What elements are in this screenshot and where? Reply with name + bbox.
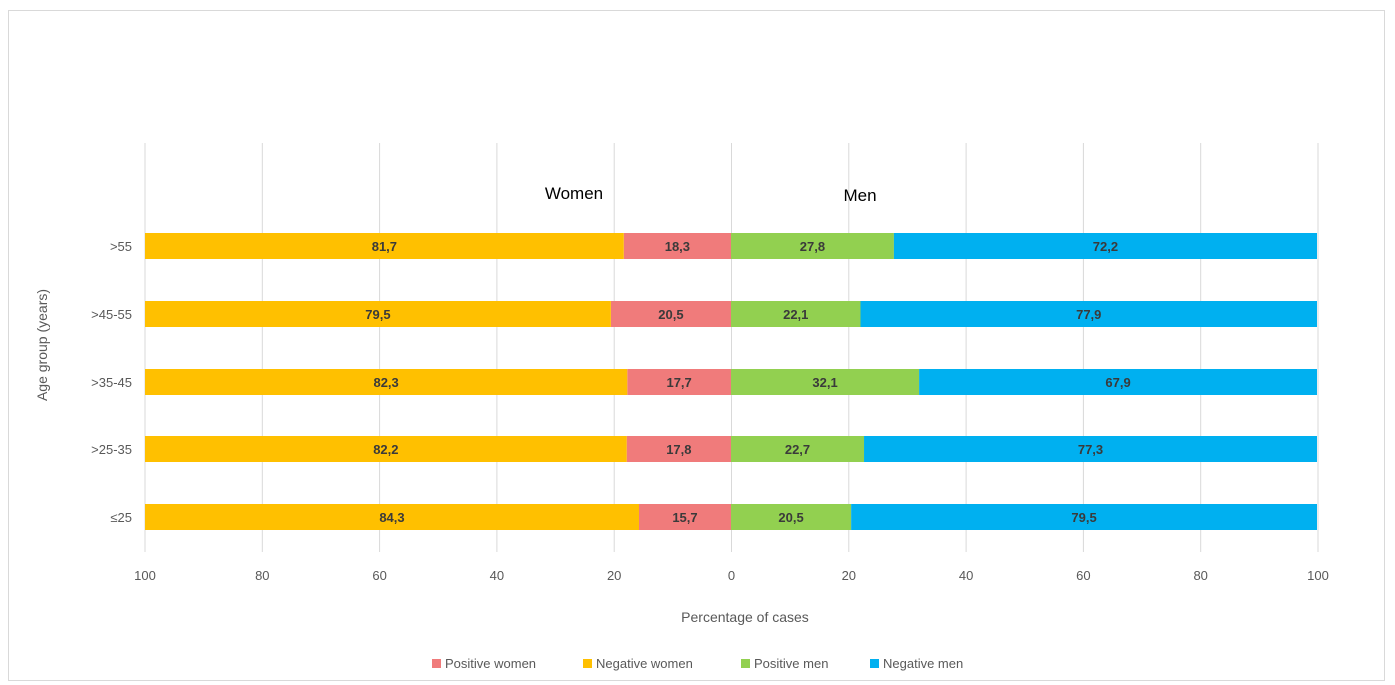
- bar-negative-women: [145, 301, 611, 327]
- bar-negative-men: [864, 436, 1317, 462]
- legend-label: Positive men: [754, 656, 828, 671]
- legend-item: Positive men: [741, 656, 828, 671]
- legend-item: Positive women: [432, 656, 536, 671]
- bar-negative-women: [145, 436, 627, 462]
- gridlines: [144, 143, 1319, 552]
- data-label: 22,7: [785, 442, 810, 457]
- x-tick-labels: 100 80 60 40 20 0 20 40 60 80 100: [134, 568, 1329, 583]
- x-tick-label: 80: [255, 568, 269, 583]
- legend-swatch: [583, 659, 592, 668]
- x-tick-label: 40: [490, 568, 504, 583]
- y-axis-title: Age group (years): [34, 289, 50, 401]
- bar-positive-women: [638, 504, 731, 530]
- bar-positive-men: [731, 436, 865, 462]
- legend-item: Negative women: [583, 656, 693, 671]
- data-label: 67,9: [1105, 375, 1130, 390]
- bar-positive-men: [731, 301, 861, 327]
- bar-positive-men: [731, 504, 852, 530]
- bar-positive-men: [731, 369, 920, 395]
- data-label: 15,7: [672, 510, 697, 525]
- legend: Positive women Negative women Positive men…: [432, 656, 963, 671]
- bar-negative-men: [919, 369, 1317, 395]
- x-tick-label: 80: [1193, 568, 1207, 583]
- category-label: >55: [110, 239, 132, 254]
- panel-label-men: Men: [843, 186, 876, 205]
- data-label: 82,3: [373, 375, 398, 390]
- legend-label: Negative women: [596, 656, 693, 671]
- bar-negative-women: [145, 233, 624, 259]
- chart-frame: [8, 10, 1385, 681]
- x-tick-label: 100: [1307, 568, 1329, 583]
- bar-negative-men: [893, 233, 1317, 259]
- x-tick-label: 60: [1076, 568, 1090, 583]
- category-label: ≤25: [110, 510, 132, 525]
- bars: 18,3 81,7 27,8 72,2 20,5 79,5 22,1 77,9 17,7 82,3…: [145, 233, 1317, 530]
- data-label: 17,7: [666, 375, 691, 390]
- data-label: 81,7: [372, 239, 397, 254]
- category-label: >25-35: [91, 442, 132, 457]
- data-label: 32,1: [812, 375, 837, 390]
- category-label: >45-55: [91, 307, 132, 322]
- data-label: 20,5: [658, 307, 683, 322]
- bar-negative-men: [860, 301, 1317, 327]
- data-label: 77,3: [1078, 442, 1103, 457]
- data-label: 22,1: [783, 307, 808, 322]
- data-label: 82,2: [373, 442, 398, 457]
- bar-positive-women: [627, 369, 731, 395]
- x-tick-label: 40: [959, 568, 973, 583]
- legend-label: Positive women: [445, 656, 536, 671]
- category-label: >35-45: [91, 375, 132, 390]
- bar-positive-women: [623, 233, 731, 259]
- x-tick-label: 20: [842, 568, 856, 583]
- legend-item: Negative men: [870, 656, 963, 671]
- data-label: 84,3: [379, 510, 404, 525]
- data-label: 17,8: [666, 442, 691, 457]
- category-labels: >55 >45-55 >35-45 >25-35 ≤25: [91, 239, 132, 525]
- legend-label: Negative men: [883, 656, 963, 671]
- bar-negative-women: [145, 369, 628, 395]
- legend-swatch: [870, 659, 879, 668]
- bar-negative-women: [145, 504, 639, 530]
- data-label: 27,8: [800, 239, 825, 254]
- x-tick-label: 100: [134, 568, 156, 583]
- legend-swatch: [741, 659, 750, 668]
- bar-negative-men: [851, 504, 1317, 530]
- data-label: 72,2: [1093, 239, 1118, 254]
- x-tick-label: 60: [372, 568, 386, 583]
- x-tick-label: 20: [607, 568, 621, 583]
- x-tick-label: 0: [728, 568, 735, 583]
- x-axis-title: Percentage of cases: [681, 609, 809, 625]
- data-label: 18,3: [665, 239, 690, 254]
- bar-positive-women: [610, 301, 731, 327]
- bar-positive-men: [731, 233, 894, 259]
- panel-label-women: Women: [545, 184, 603, 203]
- legend-swatch: [432, 659, 441, 668]
- data-label: 20,5: [778, 510, 803, 525]
- data-label: 79,5: [365, 307, 390, 322]
- data-label: 77,9: [1076, 307, 1101, 322]
- bar-positive-women: [626, 436, 731, 462]
- data-label: 79,5: [1071, 510, 1096, 525]
